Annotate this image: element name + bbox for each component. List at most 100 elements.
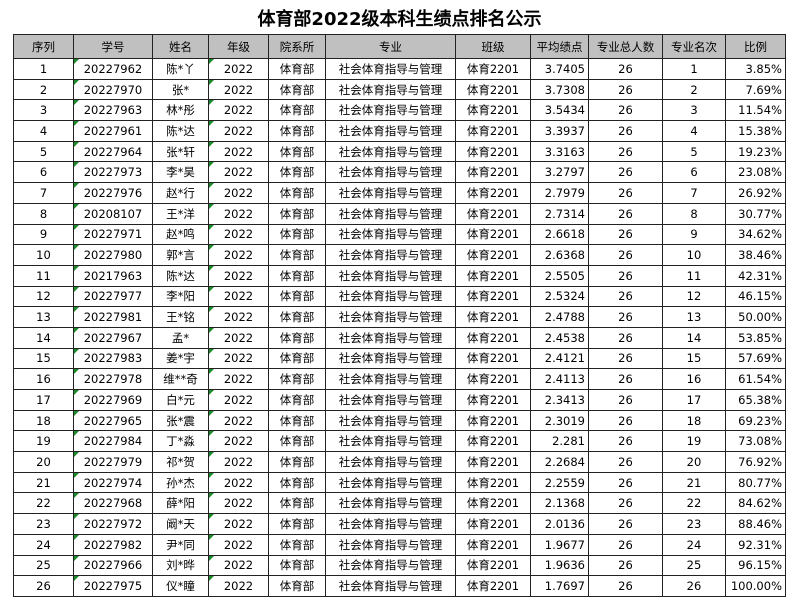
cell-major-total[interactable]: 26 bbox=[588, 161, 663, 184]
cell-department[interactable]: 体育部 bbox=[268, 575, 326, 597]
cell-major-rank[interactable]: 10 bbox=[662, 244, 726, 266]
cell-major-total[interactable]: 26 bbox=[588, 389, 663, 411]
cell-class[interactable]: 体育2201 bbox=[455, 471, 531, 494]
cell-class[interactable]: 体育2201 bbox=[455, 368, 531, 390]
cell-student-id[interactable]: 20227976 bbox=[73, 182, 153, 204]
cell-department[interactable]: 体育部 bbox=[268, 244, 326, 266]
cell-department[interactable]: 体育部 bbox=[268, 223, 326, 246]
cell-class[interactable]: 体育2201 bbox=[455, 575, 531, 597]
cell-class[interactable]: 体育2201 bbox=[455, 244, 531, 266]
cell-major-rank[interactable]: 17 bbox=[662, 389, 726, 411]
cell-student-id[interactable]: 20227983 bbox=[73, 347, 153, 370]
cell-name[interactable]: 张* bbox=[152, 78, 209, 101]
cell-major[interactable]: 社会体育指导与管理 bbox=[325, 451, 456, 473]
cell-gpa[interactable]: 3.7308 bbox=[530, 78, 589, 101]
cell-department[interactable]: 体育部 bbox=[268, 513, 326, 535]
cell-grade[interactable]: 2022 bbox=[208, 347, 269, 370]
cell-gpa[interactable]: 2.6618 bbox=[530, 223, 589, 246]
cell-major[interactable]: 社会体育指导与管理 bbox=[325, 223, 456, 246]
cell-major-total[interactable]: 26 bbox=[588, 368, 663, 390]
cell-percentile[interactable]: 84.62% bbox=[725, 492, 786, 515]
cell-department[interactable]: 体育部 bbox=[268, 347, 326, 370]
cell-gpa[interactable]: 2.5324 bbox=[530, 285, 589, 308]
cell-student-id[interactable]: 20227982 bbox=[73, 533, 153, 556]
cell-grade[interactable]: 2022 bbox=[208, 140, 269, 163]
cell-percentile[interactable]: 50.00% bbox=[725, 306, 786, 328]
cell-grade[interactable]: 2022 bbox=[208, 99, 269, 122]
cell-major-rank[interactable]: 7 bbox=[662, 182, 726, 204]
cell-major[interactable]: 社会体育指导与管理 bbox=[325, 202, 456, 225]
cell-name[interactable]: 陈*达 bbox=[152, 264, 209, 287]
cell-class[interactable]: 体育2201 bbox=[455, 264, 531, 287]
cell-gpa[interactable]: 2.2684 bbox=[530, 451, 589, 473]
header-seq[interactable]: 序列 bbox=[13, 34, 74, 59]
cell-percentile[interactable]: 42.31% bbox=[725, 264, 786, 287]
cell-name[interactable]: 赵*鸣 bbox=[152, 223, 209, 246]
cell-student-id[interactable]: 20227984 bbox=[73, 430, 153, 453]
cell-student-id[interactable]: 20208107 bbox=[73, 202, 153, 225]
cell-seq[interactable]: 12 bbox=[13, 285, 74, 308]
cell-class[interactable]: 体育2201 bbox=[455, 389, 531, 411]
cell-percentile[interactable]: 73.08% bbox=[725, 430, 786, 453]
cell-percentile[interactable]: 76.92% bbox=[725, 451, 786, 473]
cell-seq[interactable]: 4 bbox=[13, 120, 74, 142]
cell-percentile[interactable]: 57.69% bbox=[725, 347, 786, 370]
cell-major-total[interactable]: 26 bbox=[588, 58, 663, 80]
cell-student-id[interactable]: 20227962 bbox=[73, 58, 153, 80]
cell-class[interactable]: 体育2201 bbox=[455, 140, 531, 163]
cell-seq[interactable]: 14 bbox=[13, 326, 74, 349]
cell-department[interactable]: 体育部 bbox=[268, 99, 326, 122]
cell-percentile[interactable]: 65.38% bbox=[725, 389, 786, 411]
cell-major-rank[interactable]: 8 bbox=[662, 202, 726, 225]
cell-name[interactable]: 仪*瞳 bbox=[152, 575, 209, 597]
cell-major[interactable]: 社会体育指导与管理 bbox=[325, 326, 456, 349]
cell-student-id[interactable]: 20227975 bbox=[73, 575, 153, 597]
cell-gpa[interactable]: 2.3413 bbox=[530, 389, 589, 411]
cell-gpa[interactable]: 1.9677 bbox=[530, 533, 589, 556]
cell-major-rank[interactable]: 12 bbox=[662, 285, 726, 308]
cell-major-total[interactable]: 26 bbox=[588, 306, 663, 328]
cell-major[interactable]: 社会体育指导与管理 bbox=[325, 409, 456, 432]
cell-class[interactable]: 体育2201 bbox=[455, 513, 531, 535]
cell-major[interactable]: 社会体育指导与管理 bbox=[325, 554, 456, 577]
cell-gpa[interactable]: 2.0136 bbox=[530, 513, 589, 535]
cell-student-id[interactable]: 20227971 bbox=[73, 223, 153, 246]
cell-name[interactable]: 赵*行 bbox=[152, 182, 209, 204]
cell-name[interactable]: 丁*淼 bbox=[152, 430, 209, 453]
cell-student-id[interactable]: 20227978 bbox=[73, 368, 153, 390]
cell-student-id[interactable]: 20227972 bbox=[73, 513, 153, 535]
cell-major-rank[interactable]: 18 bbox=[662, 409, 726, 432]
cell-major-rank[interactable]: 19 bbox=[662, 430, 726, 453]
cell-major[interactable]: 社会体育指导与管理 bbox=[325, 533, 456, 556]
cell-grade[interactable]: 2022 bbox=[208, 451, 269, 473]
cell-major-total[interactable]: 26 bbox=[588, 223, 663, 246]
cell-major-rank[interactable]: 1 bbox=[662, 58, 726, 80]
cell-gpa[interactable]: 2.6368 bbox=[530, 244, 589, 266]
cell-percentile[interactable]: 15.38% bbox=[725, 120, 786, 142]
cell-student-id[interactable]: 20227970 bbox=[73, 78, 153, 101]
cell-percentile[interactable]: 46.15% bbox=[725, 285, 786, 308]
cell-seq[interactable]: 6 bbox=[13, 161, 74, 184]
cell-name[interactable]: 郭*言 bbox=[152, 244, 209, 266]
cell-class[interactable]: 体育2201 bbox=[455, 120, 531, 142]
cell-major-total[interactable]: 26 bbox=[588, 99, 663, 122]
cell-major-total[interactable]: 26 bbox=[588, 264, 663, 287]
cell-name[interactable]: 陈*达 bbox=[152, 120, 209, 142]
cell-class[interactable]: 体育2201 bbox=[455, 99, 531, 122]
cell-major-rank[interactable]: 11 bbox=[662, 264, 726, 287]
cell-department[interactable]: 体育部 bbox=[268, 409, 326, 432]
header-department[interactable]: 院系所 bbox=[268, 34, 326, 59]
cell-seq[interactable]: 10 bbox=[13, 244, 74, 266]
cell-grade[interactable]: 2022 bbox=[208, 326, 269, 349]
cell-name[interactable]: 维**奇 bbox=[152, 368, 209, 390]
cell-grade[interactable]: 2022 bbox=[208, 161, 269, 184]
cell-major[interactable]: 社会体育指导与管理 bbox=[325, 58, 456, 80]
cell-major-total[interactable]: 26 bbox=[588, 451, 663, 473]
cell-percentile[interactable]: 19.23% bbox=[725, 140, 786, 163]
cell-student-id[interactable]: 20227963 bbox=[73, 99, 153, 122]
cell-gpa[interactable]: 2.4538 bbox=[530, 326, 589, 349]
cell-grade[interactable]: 2022 bbox=[208, 244, 269, 266]
cell-department[interactable]: 体育部 bbox=[268, 182, 326, 204]
cell-seq[interactable]: 8 bbox=[13, 202, 74, 225]
cell-department[interactable]: 体育部 bbox=[268, 389, 326, 411]
